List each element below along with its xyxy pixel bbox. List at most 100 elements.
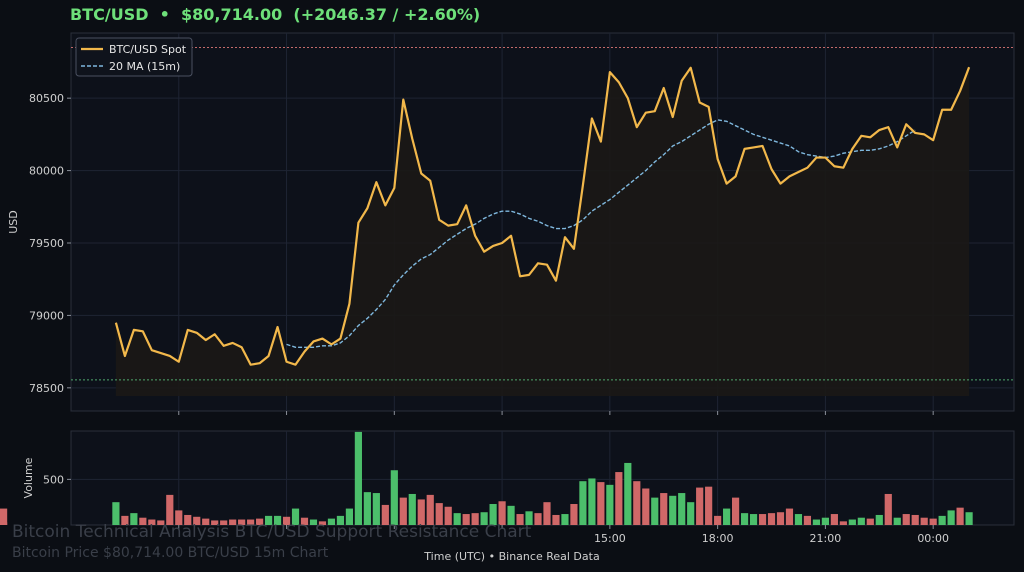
- price-y-tick-label: 79000: [29, 309, 64, 322]
- volume-bar: [336, 515, 345, 525]
- volume-bar: [597, 482, 605, 525]
- volume-bar: [193, 516, 201, 525]
- volume-bar: [776, 512, 785, 525]
- volume-bar: [202, 518, 210, 525]
- volume-bar: [561, 514, 569, 525]
- watermark-subtitle: Bitcoin Price $80,714.00 BTC/USD 15m Cha…: [12, 545, 329, 561]
- volume-bar: [327, 518, 336, 525]
- volume-bar: [785, 508, 794, 525]
- volume-y-tick-label: 500: [43, 473, 64, 486]
- volume-bar: [273, 515, 282, 525]
- volume-bar: [318, 521, 327, 525]
- volume-bar: [803, 515, 812, 525]
- volume-bar: [579, 481, 587, 525]
- legend-label-spot: BTC/USD Spot: [109, 43, 187, 56]
- volume-bar: [112, 502, 120, 525]
- volume-bar: [399, 497, 407, 525]
- volume-bar: [256, 518, 264, 525]
- volume-bar: [534, 513, 542, 525]
- header-separator: •: [159, 5, 170, 24]
- x-axis-label: Time (UTC): [424, 550, 486, 563]
- volume-bar: [309, 519, 318, 525]
- volume-bar: [220, 520, 228, 525]
- volume-bar: [444, 506, 452, 525]
- volume-bar: [866, 518, 874, 525]
- price-change: (+2046.37 / +2.60%): [293, 5, 481, 24]
- volume-bar: [139, 517, 147, 525]
- volume-bar: [390, 470, 398, 525]
- price-y-tick-label: 79500: [29, 237, 64, 250]
- volume-bar: [615, 472, 623, 525]
- volume-bar: [363, 492, 371, 525]
- x-tick-label: 21:00: [810, 532, 842, 545]
- volume-bar: [830, 514, 838, 525]
- volume-bar: [0, 508, 8, 525]
- volume-bar: [408, 493, 416, 525]
- volume-bar: [947, 510, 955, 525]
- volume-bar: [723, 508, 731, 525]
- volume-bar: [624, 462, 632, 525]
- volume-bar: [965, 512, 973, 525]
- volume-bar: [462, 514, 470, 525]
- price-y-tick-label: 80000: [29, 165, 64, 178]
- volume-bar: [291, 508, 300, 525]
- legend-box: [75, 37, 193, 77]
- volume-bar: [660, 493, 668, 525]
- volume-bar: [920, 517, 928, 525]
- volume-bar: [839, 521, 847, 525]
- volume-bar: [175, 510, 183, 525]
- volume-bar: [426, 494, 434, 525]
- volume-bar: [651, 497, 659, 525]
- watermark-title: Bitcoin Technical Analysis BTC/USD Suppo…: [12, 522, 532, 542]
- legend: BTC/USD Spot 20 MA (15m): [75, 37, 193, 77]
- volume-bar: [929, 518, 937, 525]
- volume-bar: [848, 519, 856, 525]
- volume-bar: [381, 504, 389, 525]
- volume-bar: [300, 517, 309, 525]
- volume-bar: [238, 519, 246, 525]
- volume-bar: [956, 507, 964, 525]
- volume-bar: [821, 517, 829, 525]
- watermark: Bitcoin Technical Analysis BTC/USD Suppo…: [12, 522, 531, 562]
- volume-bar: [525, 511, 533, 525]
- volume-bar: [875, 514, 883, 525]
- caption-dot: •: [488, 550, 496, 563]
- x-tick-label: 15:00: [594, 532, 626, 545]
- volume-bar: [633, 481, 641, 525]
- price-y-axis-label: USD: [7, 210, 20, 234]
- volume-panel: [70, 430, 1015, 526]
- volume-bar: [893, 517, 901, 525]
- price-area-fill: [115, 67, 970, 396]
- volume-bar: [345, 508, 354, 525]
- series-line-ma: [286, 119, 916, 348]
- x-tick-label: 00:00: [917, 532, 949, 545]
- volume-bar: [570, 504, 578, 525]
- price-y-tick-label: 80500: [29, 92, 64, 105]
- volume-bar: [130, 513, 138, 525]
- data-source-label: Binance Real Data: [498, 550, 600, 563]
- volume-y-axis-label: Volume: [22, 457, 35, 498]
- volume-bar: [489, 504, 497, 525]
- volume-bar: [354, 431, 362, 525]
- volume-bar: [696, 487, 704, 525]
- volume-bar: [498, 501, 506, 525]
- volume-bar: [282, 516, 291, 525]
- volume-bar: [857, 517, 865, 525]
- volume-bar: [902, 514, 910, 525]
- volume-bar: [678, 493, 686, 525]
- volume-bar: [453, 513, 461, 525]
- volume-bar: [507, 505, 515, 525]
- volume-bar: [471, 513, 479, 525]
- volume-bar: [247, 519, 255, 525]
- volume-bar: [166, 494, 174, 525]
- volume-bar: [552, 514, 560, 525]
- volume-bar: [543, 502, 551, 525]
- series-line-spot: [114, 66, 971, 366]
- volume-bar: [417, 499, 425, 525]
- volume-bar: [435, 503, 443, 525]
- volume-bar: [794, 514, 803, 525]
- volume-bar: [740, 513, 749, 525]
- price-y-tick-label: 78500: [29, 382, 64, 395]
- volume-bar: [884, 493, 892, 525]
